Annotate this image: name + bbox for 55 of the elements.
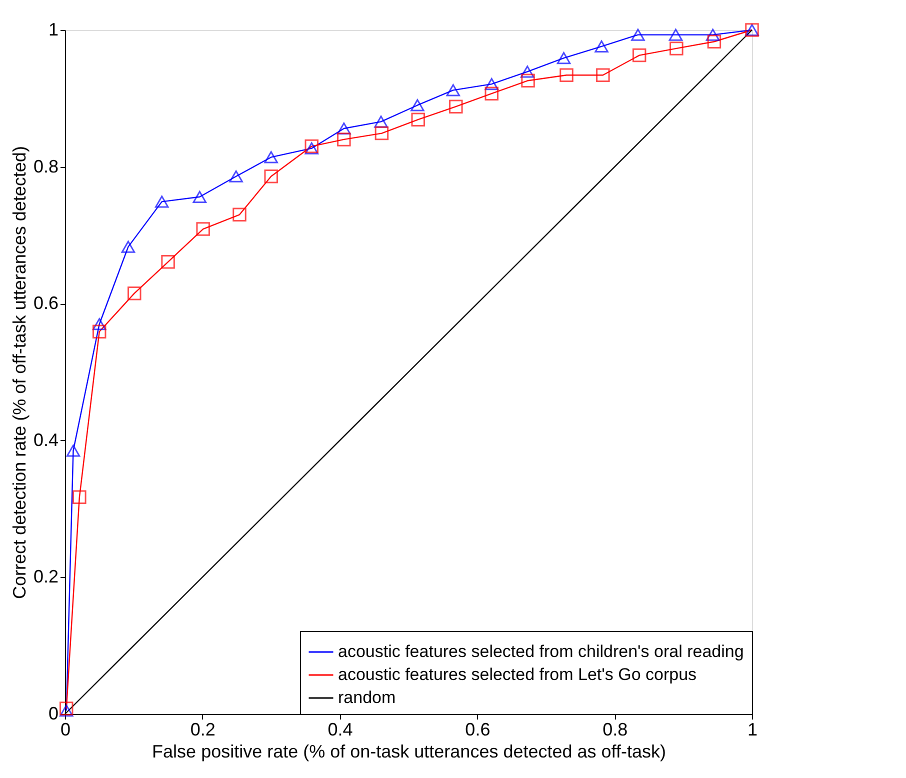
y-tick-label: 0.2 bbox=[33, 566, 58, 587]
point bbox=[192, 190, 207, 203]
point bbox=[264, 151, 278, 164]
y-tick-label: 0 bbox=[48, 704, 58, 724]
point bbox=[556, 52, 571, 64]
point bbox=[337, 122, 351, 135]
y-tick-label: 0.6 bbox=[33, 293, 58, 314]
point bbox=[128, 286, 142, 300]
point bbox=[560, 68, 574, 82]
point bbox=[594, 40, 608, 52]
point bbox=[706, 28, 720, 41]
point bbox=[121, 240, 136, 253]
legend-label: acoustic features selected from children's oral reading bbox=[338, 642, 744, 661]
x-tick-label: 0.8 bbox=[602, 720, 628, 740]
point bbox=[196, 222, 210, 236]
point bbox=[229, 170, 243, 182]
point bbox=[410, 99, 424, 112]
point bbox=[66, 444, 80, 457]
legend-label: random bbox=[338, 688, 396, 707]
point bbox=[337, 132, 351, 146]
point bbox=[631, 28, 645, 41]
point bbox=[154, 196, 169, 208]
y-tick-label: 0.8 bbox=[33, 156, 58, 176]
point bbox=[484, 86, 498, 100]
point bbox=[264, 170, 278, 184]
x-axis-title: False positive rate (% of on-task utterances detected as off-task) bbox=[152, 742, 666, 762]
y-tick-label: 0.4 bbox=[33, 430, 58, 450]
legend-label: acoustic features selected from Let's Go corpus bbox=[338, 665, 697, 684]
point bbox=[411, 112, 425, 126]
point bbox=[632, 48, 646, 62]
x-tick-label: 0.2 bbox=[190, 720, 216, 740]
point bbox=[484, 78, 498, 90]
x-tick-label: 0.4 bbox=[328, 720, 353, 740]
point bbox=[670, 42, 684, 56]
point bbox=[707, 34, 722, 48]
point bbox=[449, 100, 463, 114]
point bbox=[374, 116, 388, 128]
point bbox=[668, 28, 683, 41]
point bbox=[521, 74, 535, 88]
point bbox=[232, 208, 246, 222]
point bbox=[161, 255, 175, 269]
point bbox=[596, 68, 610, 82]
point bbox=[92, 324, 106, 339]
point bbox=[304, 142, 319, 154]
point bbox=[374, 126, 389, 140]
point bbox=[520, 66, 534, 78]
point bbox=[92, 318, 106, 330]
point bbox=[60, 704, 74, 717]
x-tick-label: 1 bbox=[747, 720, 758, 740]
point bbox=[446, 84, 460, 96]
x-tick-label: 0.6 bbox=[465, 720, 490, 740]
y-axis-title: Correct detection rate (% of off-task utterances detected) bbox=[9, 146, 30, 599]
y-tick-label: 1 bbox=[48, 20, 58, 40]
point bbox=[72, 490, 86, 504]
point bbox=[304, 139, 319, 154]
